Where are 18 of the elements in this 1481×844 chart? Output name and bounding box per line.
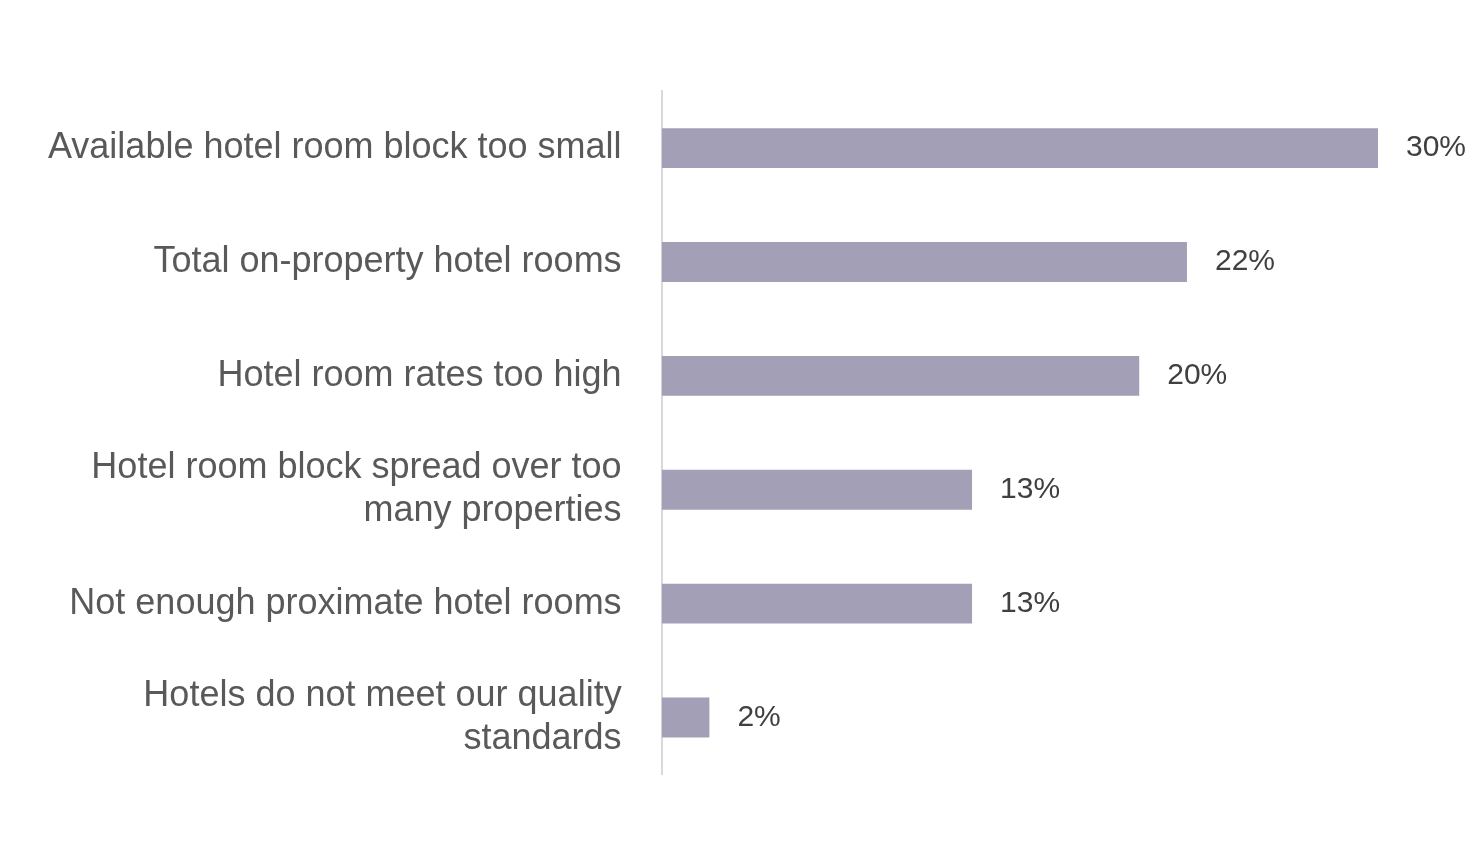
bar: [661, 697, 710, 738]
data-label: 22%: [1214, 243, 1276, 277]
data-label: 2%: [737, 698, 781, 732]
y-tick-label: Hotels do not meet our quality standards: [143, 672, 622, 757]
y-tick-label: Hotel room block spread over too many properties: [91, 445, 622, 530]
bar: [661, 469, 973, 510]
data-label: 20%: [1167, 357, 1228, 391]
y-tick-label: Available hotel room block too small: [47, 125, 622, 167]
bar: [661, 583, 973, 624]
y-tick-label: Not enough proximate hotel rooms: [69, 580, 622, 622]
bar: [661, 242, 1187, 282]
y-tick-label: Hotel room rates too high: [217, 352, 622, 394]
bar: [661, 355, 1140, 396]
y-tick-label: Total on-property hotel rooms: [153, 238, 622, 280]
data-label: 13%: [1000, 471, 1061, 504]
data-label: 30%: [1406, 129, 1467, 163]
bar: [661, 128, 1378, 169]
data-label: 13%: [1000, 584, 1061, 618]
